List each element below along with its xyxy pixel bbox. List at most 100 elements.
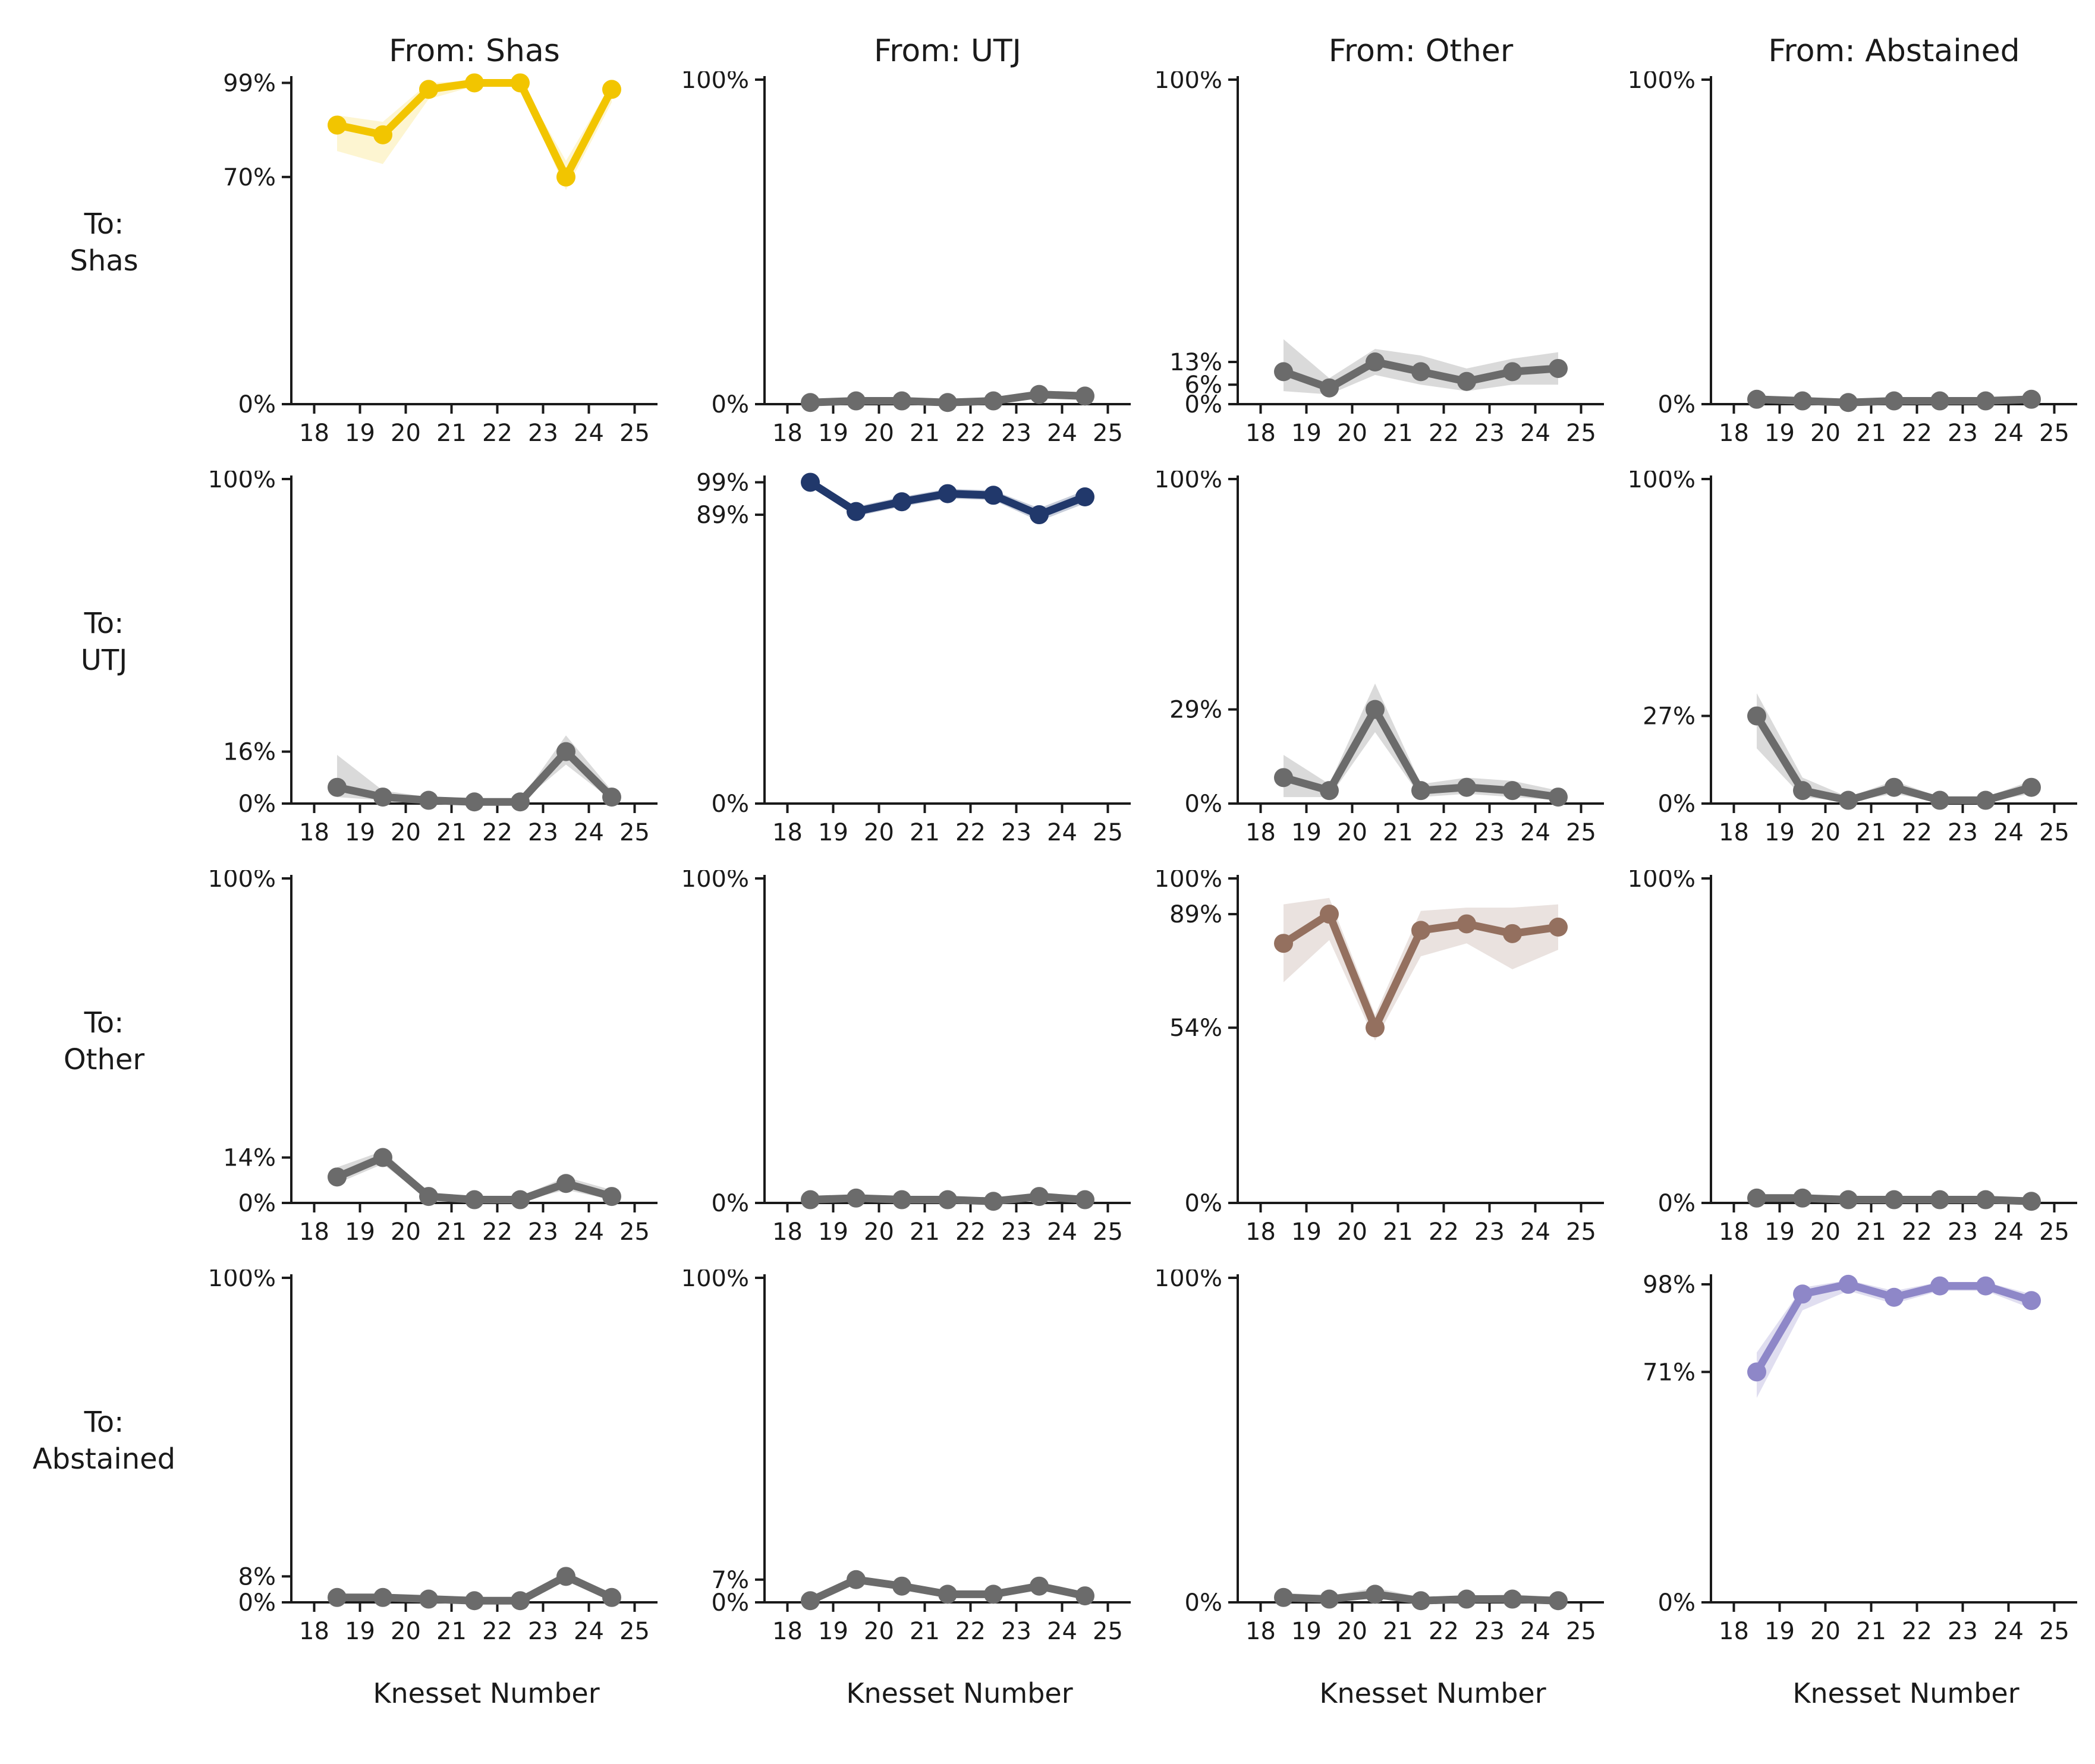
- y-tick-label: 100%: [1628, 471, 1695, 493]
- data-point-marker: [1839, 1274, 1858, 1294]
- subplot-to-shas-from-shas: 99% 70% 0% 18 19 20 21 22 23 24 25: [223, 71, 658, 447]
- data-point-marker: [556, 167, 575, 187]
- x-tick-label: 22: [1902, 420, 1932, 447]
- chart-cell-to-utj-from-other: 100% 29% 0% 18 19 20 21 22 23 24 25: [1149, 471, 1622, 870]
- data-point-marker: [1366, 700, 1385, 719]
- data-point-marker: [938, 484, 957, 503]
- x-tick-label: 18: [1245, 819, 1276, 846]
- x-tick-label: 24: [1047, 1218, 1077, 1246]
- x-tick-label: 23: [1948, 1618, 1978, 1645]
- x-tick-label: 21: [1383, 1218, 1413, 1246]
- x-tick-label: 21: [910, 420, 940, 447]
- data-point-marker: [892, 1576, 911, 1596]
- y-tick-label: 0%: [1658, 1589, 1695, 1617]
- x-tick-label: 23: [1001, 420, 1031, 447]
- data-point-marker: [602, 1187, 621, 1207]
- x-tick-label: 18: [772, 819, 803, 846]
- x-tick-label: 21: [1856, 1618, 1886, 1645]
- x-tick-label: 24: [1520, 819, 1550, 846]
- data-point-marker: [511, 792, 530, 812]
- subplot-to-abstained-from-other: 100% 0% 18 19 20 21 22 23 24 25: [1155, 1270, 1604, 1645]
- subplot-to-utj-from-shas: 100% 16% 0% 18 19 20 21 22 23 24 25: [208, 471, 658, 846]
- x-tick-label: 19: [1291, 1218, 1322, 1246]
- col-title-from-shas: From: Shas: [389, 33, 560, 69]
- y-tick-label: 100%: [208, 870, 276, 893]
- data-point-marker: [1549, 788, 1568, 807]
- data-point-marker: [556, 1174, 575, 1193]
- y-tick-label: 7%: [712, 1567, 749, 1594]
- data-point-marker: [1549, 1591, 1568, 1611]
- data-point-marker: [1549, 358, 1568, 378]
- x-tick-label: 20: [1810, 1618, 1841, 1645]
- y-tick-label: 0%: [1185, 1589, 1222, 1617]
- y-tick-label: 6%: [1185, 371, 1222, 399]
- x-tick-label: 18: [299, 420, 329, 447]
- data-point-marker: [938, 1190, 957, 1209]
- x-tick-label: 22: [1902, 1618, 1932, 1645]
- y-tick-label: 70%: [223, 164, 276, 191]
- data-point-marker: [1747, 706, 1766, 726]
- data-point-marker: [1839, 393, 1858, 412]
- x-tick-label: 25: [619, 1218, 650, 1246]
- x-tick-label: 23: [1474, 420, 1505, 447]
- data-point-marker: [373, 1148, 392, 1167]
- x-tick-label: 25: [1566, 420, 1596, 447]
- row-label-to-abstained: To: Abstained: [0, 1270, 202, 1669]
- y-tick-label: 0%: [712, 790, 749, 818]
- x-tick-label: 19: [1291, 420, 1322, 447]
- x-tick-label: 21: [910, 819, 940, 846]
- data-point-marker: [1747, 1362, 1766, 1382]
- x-tick-label: 25: [1566, 1618, 1596, 1645]
- chart-cell-to-utj-from-utj: 99% 89% 0% 18 19 20 21 22 23 24 25: [675, 471, 1149, 870]
- row-label-to-shas: To: Shas: [0, 71, 202, 471]
- data-point-marker: [1930, 391, 1949, 411]
- x-tick-label: 20: [1337, 1618, 1367, 1645]
- data-point-marker: [419, 80, 438, 99]
- data-point-marker: [1457, 371, 1476, 391]
- data-point-marker: [847, 502, 866, 521]
- x-tick-label: 24: [1993, 1218, 2024, 1246]
- y-tick-label: 99%: [696, 471, 749, 496]
- data-point-marker: [1930, 1276, 1949, 1296]
- x-tick-label: 21: [910, 1218, 940, 1246]
- chart-cell-to-shas-from-abstained: 100% 0% 18 19 20 21 22 23 24 25: [1622, 71, 2095, 471]
- y-tick-label: 8%: [238, 1563, 276, 1590]
- x-tick-label: 25: [1093, 420, 1123, 447]
- x-tick-label: 20: [1810, 819, 1841, 846]
- data-point-marker: [984, 391, 1003, 411]
- chart-cell-to-shas-from-utj: 100% 0% 18 19 20 21 22 23 24 25: [675, 71, 1149, 471]
- x-tick-label: 20: [391, 420, 421, 447]
- x-tick-label: 22: [955, 1618, 986, 1645]
- subplot-to-shas-from-abstained: 100% 0% 18 19 20 21 22 23 24 25: [1628, 71, 2077, 447]
- data-point-marker: [602, 788, 621, 807]
- x-tick-label: 24: [1993, 819, 2024, 846]
- data-point-marker: [1976, 1190, 1995, 1209]
- chart-cell-to-utj-from-shas: 100% 16% 0% 18 19 20 21 22 23 24 25: [202, 471, 675, 870]
- x-tick-label: 23: [1001, 1618, 1031, 1645]
- x-tick-label: 22: [955, 420, 986, 447]
- y-tick-label: 0%: [238, 1190, 276, 1217]
- x-tick-label: 21: [1383, 420, 1413, 447]
- x-tick-label: 19: [818, 1618, 848, 1645]
- data-point-marker: [801, 472, 820, 492]
- x-tick-label: 25: [1566, 1218, 1596, 1246]
- x-tick-label: 21: [436, 420, 467, 447]
- x-tick-label: 23: [1948, 420, 1978, 447]
- data-point-marker: [1030, 505, 1049, 525]
- y-tick-label: 0%: [712, 391, 749, 418]
- data-point-marker: [1320, 781, 1339, 801]
- x-tick-label: 19: [1764, 819, 1795, 846]
- y-tick-label: 99%: [223, 71, 276, 97]
- x-tick-label: 19: [345, 1618, 375, 1645]
- x-tick-label: 23: [528, 819, 558, 846]
- x-tick-label: 25: [619, 1618, 650, 1645]
- data-point-marker: [1366, 1585, 1385, 1604]
- data-point-marker: [1457, 914, 1476, 934]
- x-tick-label: 18: [299, 819, 329, 846]
- data-point-marker: [1320, 1589, 1339, 1609]
- x-tick-label: 22: [1429, 1218, 1459, 1246]
- x-tick-label: 22: [955, 819, 986, 846]
- x-tick-label: 25: [1093, 819, 1123, 846]
